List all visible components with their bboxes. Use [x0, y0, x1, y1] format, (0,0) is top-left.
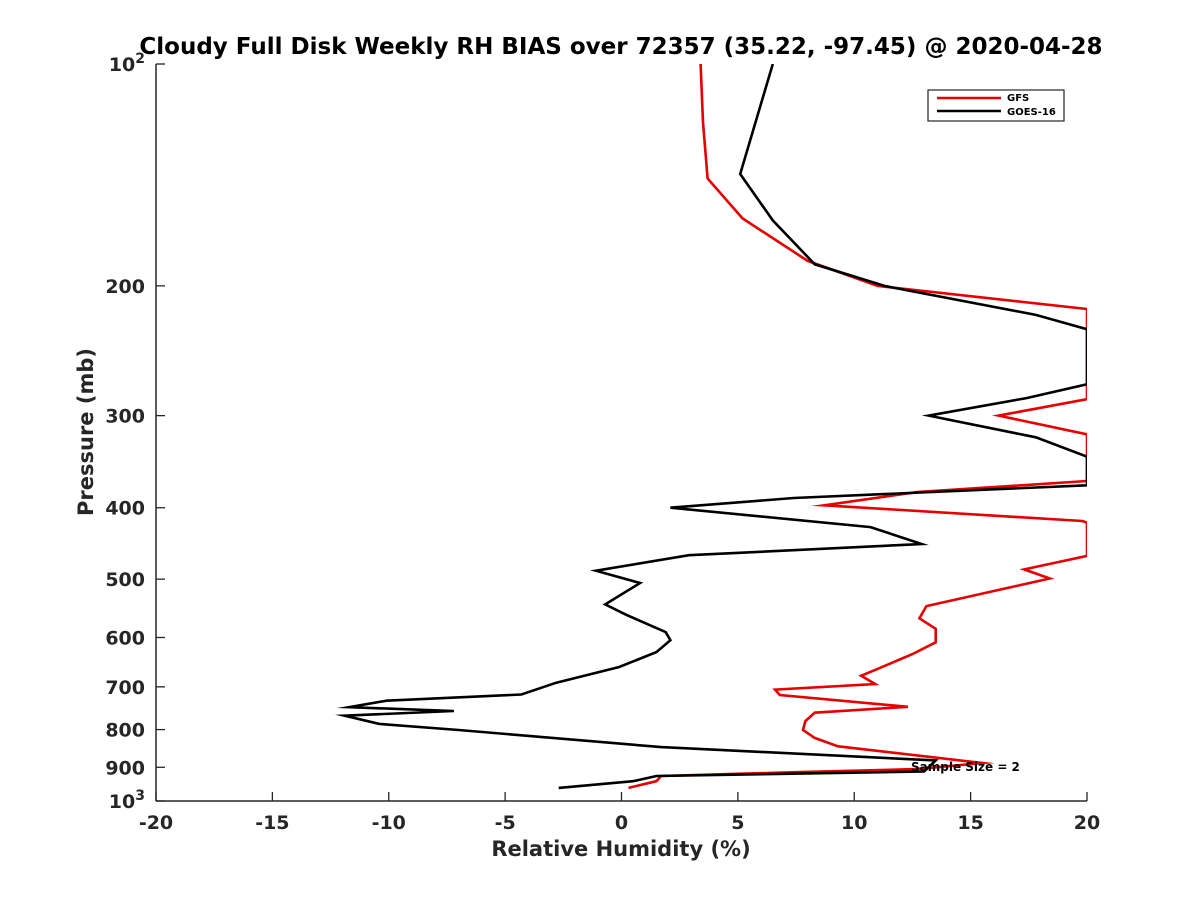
x-tick-label: 15 — [957, 812, 983, 834]
legend-box — [927, 89, 1065, 122]
y-tick-label: 700 — [105, 677, 145, 699]
x-tick-label: -20 — [139, 812, 173, 834]
y-tick-label: 103 — [109, 788, 145, 813]
legend-label-goes16: GOES-16 — [1007, 107, 1056, 118]
x-tick-label: 5 — [731, 812, 744, 834]
plot-area: -20 -15 -10 -5 0 5 10 15 20 102 200 300 400 500 600 700… — [105, 51, 1100, 834]
y-tick-label: 600 — [105, 627, 145, 649]
series-line-gfs — [628, 64, 1087, 790]
x-tick-label: -5 — [495, 812, 516, 834]
series-line-goes16 — [335, 64, 1087, 790]
x-tick-label: 0 — [615, 812, 628, 834]
x-tick-label: -10 — [372, 812, 406, 834]
y-tick-label: 200 — [105, 276, 145, 298]
legend: GFS GOES-16 — [927, 89, 1065, 122]
y-tick-label: 300 — [105, 406, 145, 428]
axes-layer: -20 -15 -10 -5 0 5 10 15 20 102 200 300 400 500 600 700… — [105, 51, 1100, 834]
y-axis-label: Pressure (mb) — [74, 348, 98, 516]
legend-label-gfs: GFS — [1007, 93, 1029, 104]
x-tick-label: -15 — [255, 812, 289, 834]
y-tick-label: 400 — [105, 498, 145, 520]
x-axis-label: Relative Humidity (%) — [491, 837, 750, 861]
y-tick-label: 102 — [109, 51, 145, 76]
y-tick-label: 500 — [105, 569, 145, 591]
series-layer — [335, 64, 1087, 790]
chart-title: Cloudy Full Disk Weekly RH BIAS over 723… — [139, 34, 1102, 60]
y-tick-label: 800 — [105, 720, 145, 742]
sample-size-annotation: Sample Size = 2 — [911, 760, 1020, 774]
y-tick-label: 900 — [105, 757, 145, 779]
x-tick-label: 10 — [841, 812, 867, 834]
x-tick-label: 20 — [1074, 812, 1100, 834]
